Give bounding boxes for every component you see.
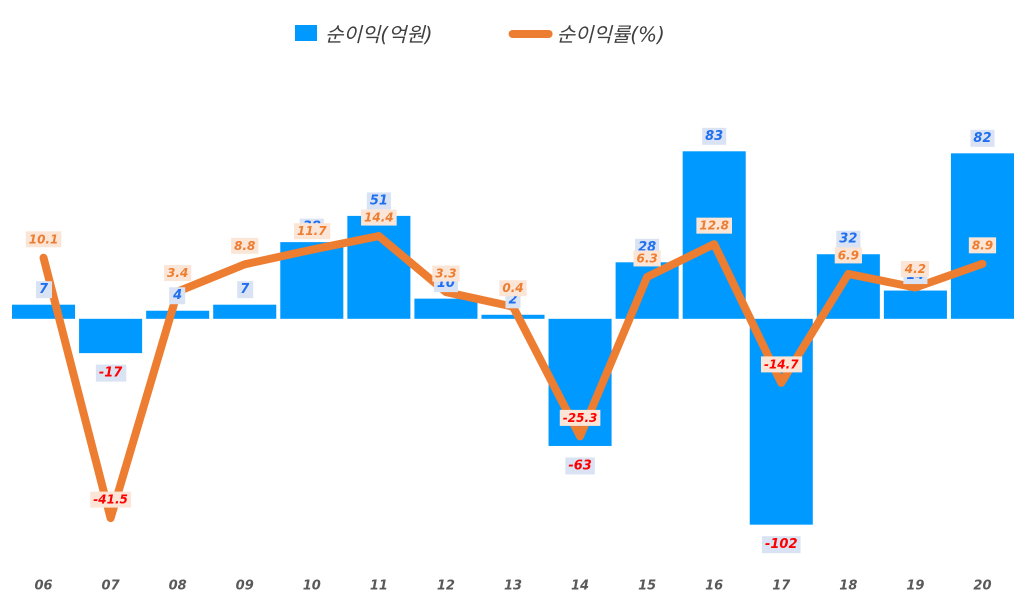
label-bg xyxy=(696,217,733,234)
x-tick-label: 06 xyxy=(34,579,52,594)
label-bg xyxy=(565,457,595,475)
label-bg xyxy=(25,231,62,248)
x-tick-label: 11 xyxy=(370,579,388,594)
label-bg xyxy=(231,237,259,254)
x-tick-label: 15 xyxy=(638,579,656,594)
x-tick-label: 19 xyxy=(906,579,924,594)
bar xyxy=(12,304,76,319)
line-value-label: 6.9 xyxy=(838,248,859,262)
bar xyxy=(950,153,1014,319)
label-bg xyxy=(95,364,127,382)
label-bg xyxy=(499,280,527,297)
line-value-label: 14.4 xyxy=(364,211,394,225)
x-tick-label: 08 xyxy=(169,579,187,594)
label-bg xyxy=(761,536,801,554)
label-bg xyxy=(432,265,460,282)
line-value-label: 12.8 xyxy=(699,219,729,233)
bar-value-label: -102 xyxy=(765,537,798,552)
label-bg xyxy=(970,129,995,147)
legend-swatch xyxy=(295,25,317,41)
line-value-label: 3.3 xyxy=(435,267,456,281)
bar xyxy=(146,310,210,319)
bar-value-label: 2 xyxy=(508,292,517,307)
line-value-label: 0.4 xyxy=(502,281,523,295)
x-tick-label: 13 xyxy=(504,579,522,594)
bar-value-label: -17 xyxy=(99,366,123,381)
bar xyxy=(347,215,411,319)
line-value-label: -41.5 xyxy=(93,493,128,507)
bar-value-label: -63 xyxy=(568,458,592,473)
label-bg xyxy=(164,265,192,282)
legend-label: 순이익률(%) xyxy=(557,23,665,47)
x-tick-label: 07 xyxy=(102,579,121,594)
line-value-label: 3.4 xyxy=(167,266,188,280)
bar-value-label: 32 xyxy=(839,232,857,247)
line-value-label: 10.1 xyxy=(29,232,59,246)
legend-label: 순이익(억원) xyxy=(325,23,433,47)
x-tick-label: 14 xyxy=(571,579,589,594)
label-bg xyxy=(361,209,397,226)
bar xyxy=(79,318,143,354)
x-tick-label: 10 xyxy=(303,579,321,594)
x-tick-label: 18 xyxy=(839,579,857,594)
label-bg xyxy=(702,127,727,145)
bar xyxy=(883,290,947,319)
label-bg xyxy=(968,237,997,254)
bar-value-label: 51 xyxy=(370,193,388,208)
label-bg xyxy=(760,356,803,373)
label-bg xyxy=(169,287,186,305)
bar xyxy=(481,314,545,319)
bar-value-label: 7 xyxy=(240,282,250,297)
bar-value-label: 4 xyxy=(172,288,182,303)
label-bg xyxy=(900,261,930,278)
label-bg xyxy=(237,281,254,299)
label-bg xyxy=(293,223,331,240)
x-tick-label: 20 xyxy=(973,579,991,594)
bar-value-label: 7 xyxy=(39,282,49,297)
line-value-label: 8.8 xyxy=(234,239,255,253)
x-tick-label: 09 xyxy=(236,579,254,594)
line-value-label: -14.7 xyxy=(764,357,799,371)
label-bg xyxy=(836,230,861,248)
label-bg xyxy=(366,192,391,210)
x-tick-label: 16 xyxy=(705,579,723,594)
label-bg xyxy=(90,491,131,508)
x-tick-label: 17 xyxy=(772,579,791,594)
bar xyxy=(414,298,478,319)
x-tick-label: 12 xyxy=(437,579,455,594)
line-value-label: 6.3 xyxy=(637,251,658,265)
line-value-label: 4.2 xyxy=(904,262,926,276)
label-bg xyxy=(36,281,53,299)
line-value-label: 8.9 xyxy=(972,238,993,252)
label-bg xyxy=(559,409,601,426)
bar-value-label: 83 xyxy=(705,129,723,144)
label-bg xyxy=(633,250,661,267)
bar xyxy=(615,262,679,319)
line-value-label: -25.3 xyxy=(563,411,598,425)
bar-value-label: 82 xyxy=(973,131,991,146)
bar xyxy=(213,304,277,319)
line-value-label: 11.7 xyxy=(297,224,327,238)
label-bg xyxy=(834,247,862,264)
